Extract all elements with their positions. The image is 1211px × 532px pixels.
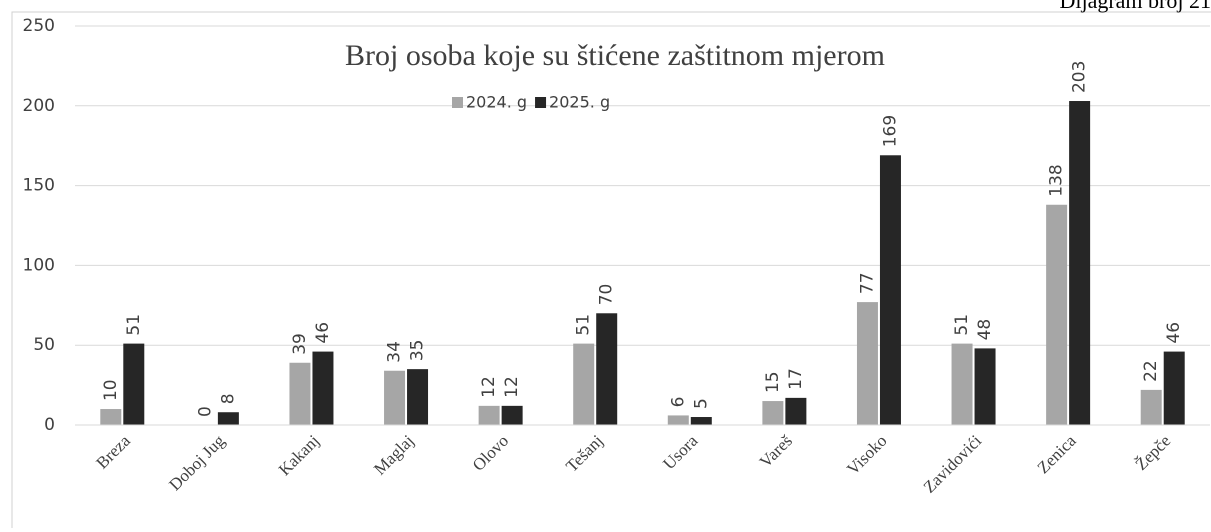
x-tick-label: Zenica xyxy=(1034,431,1080,477)
bar xyxy=(951,343,973,425)
y-tick-label: 150 xyxy=(23,176,55,196)
y-tick-label: 200 xyxy=(23,96,55,116)
data-label: 34 xyxy=(385,341,405,363)
data-label: 46 xyxy=(313,322,333,344)
bar xyxy=(1046,204,1068,425)
bar xyxy=(596,313,618,425)
data-label: 77 xyxy=(857,272,877,294)
x-tick-label: Visoko xyxy=(843,431,890,478)
bar xyxy=(407,369,429,425)
chart-frame xyxy=(11,11,1211,532)
data-label: 0 xyxy=(195,406,215,417)
bar xyxy=(123,343,145,425)
bar xyxy=(573,343,595,425)
x-tick-label: Maglaj xyxy=(370,431,417,478)
bar xyxy=(100,409,122,425)
bar xyxy=(1140,389,1162,425)
bar xyxy=(785,397,807,425)
bar xyxy=(879,155,901,425)
x-tick-label: Tešanj xyxy=(562,431,607,476)
bar xyxy=(289,362,311,425)
x-tick-label: Žepče xyxy=(1131,431,1174,474)
data-label: 12 xyxy=(479,376,499,398)
bar xyxy=(690,417,712,425)
bar xyxy=(762,401,784,425)
data-label: 17 xyxy=(786,368,806,390)
legend-label: 2025. g xyxy=(549,93,610,112)
bar xyxy=(478,405,500,425)
data-label: 138 xyxy=(1047,164,1067,196)
bar xyxy=(1069,101,1091,426)
y-tick-label: 0 xyxy=(44,415,55,435)
data-label: 48 xyxy=(975,319,995,341)
data-label: 5 xyxy=(691,398,711,409)
data-label: 10 xyxy=(101,379,121,401)
data-label: 39 xyxy=(290,333,310,355)
bar xyxy=(667,415,689,425)
data-label: 51 xyxy=(124,314,144,336)
y-tick-label: 50 xyxy=(33,335,55,355)
data-label: 169 xyxy=(880,115,900,147)
x-tick-label: Doboj Jug xyxy=(165,431,229,495)
x-tick-label: Vareš xyxy=(756,431,796,471)
data-label: 15 xyxy=(763,371,783,393)
bar xyxy=(974,348,996,425)
x-tick-label: Zavidovići xyxy=(920,431,986,497)
y-tick-label: 250 xyxy=(23,16,55,36)
data-label: 22 xyxy=(1141,360,1161,382)
legend-swatch xyxy=(452,97,463,108)
bar xyxy=(856,302,878,425)
x-tick-label: Usora xyxy=(659,431,701,473)
bar xyxy=(217,412,239,425)
legend-swatch xyxy=(535,97,547,108)
x-tick-label: Kakanj xyxy=(275,431,323,479)
bar xyxy=(1163,351,1185,425)
data-label: 8 xyxy=(218,393,238,404)
data-label: 51 xyxy=(952,314,972,336)
data-label: 6 xyxy=(668,397,688,408)
chart-note: Dijagram broj 21 xyxy=(1059,0,1211,13)
chart-title: Broj osoba koje su štićene zaštitnom mje… xyxy=(345,39,885,72)
bar xyxy=(384,370,406,425)
data-label: 51 xyxy=(574,314,594,336)
x-tick-label: Breza xyxy=(92,431,134,473)
data-label: 35 xyxy=(408,339,428,361)
data-label: 46 xyxy=(1164,322,1184,344)
legend-label: 2024. g xyxy=(466,93,527,112)
data-label: 70 xyxy=(597,284,617,306)
bar xyxy=(312,351,334,425)
data-label: 12 xyxy=(502,376,522,398)
x-tick-label: Olovo xyxy=(469,431,512,474)
y-tick-label: 100 xyxy=(23,255,55,275)
bar xyxy=(501,405,523,425)
data-label: 203 xyxy=(1070,61,1090,93)
